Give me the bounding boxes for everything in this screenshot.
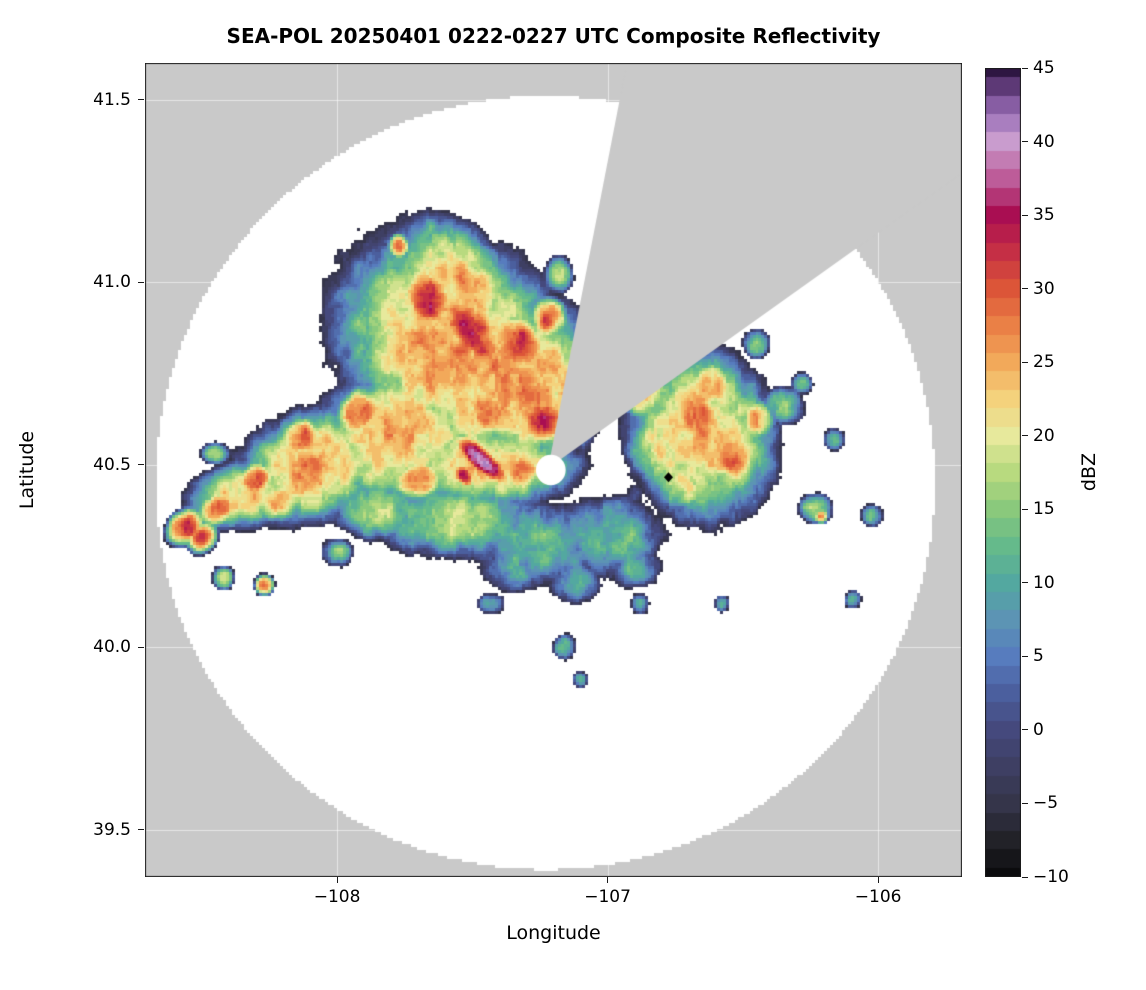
colorbar-tick <box>1022 655 1028 657</box>
x-axis-tick <box>877 877 879 883</box>
y-axis-tick <box>138 646 144 648</box>
colorbar-tick-label: −5 <box>1033 793 1059 814</box>
colorbar-tick-label: 20 <box>1033 425 1055 446</box>
colorbar-tick <box>1022 67 1028 69</box>
y-axis-tick <box>138 829 144 831</box>
colorbar-tick-label: 5 <box>1033 646 1044 667</box>
x-tick-label: −107 <box>584 887 631 907</box>
y-tick-label: 39.5 <box>93 819 131 840</box>
colorbar-tick-label: 15 <box>1033 499 1055 520</box>
chart-title: SEA-POL 20250401 0222-0227 UTC Composite… <box>226 24 881 48</box>
radar-reflectivity-plot <box>145 63 962 877</box>
y-tick-label: 41.5 <box>93 89 131 110</box>
colorbar-gradient <box>985 68 1021 877</box>
colorbar-tick-label: 35 <box>1033 205 1055 226</box>
x-axis-tick <box>607 877 609 883</box>
y-tick-label: 41.0 <box>93 272 131 292</box>
colorbar-tick <box>1022 729 1028 731</box>
colorbar-tick <box>1022 802 1028 804</box>
colorbar-tick <box>1022 214 1028 216</box>
colorbar-tick <box>1022 876 1028 878</box>
colorbar-tick-label: 40 <box>1033 131 1055 152</box>
colorbar-label: dBZ <box>1078 452 1100 492</box>
y-axis-tick <box>138 281 144 283</box>
colorbar-tick-label: 30 <box>1033 278 1055 299</box>
colorbar-tick <box>1022 361 1028 363</box>
colorbar-tick <box>1022 435 1028 437</box>
colorbar-tick-label: 25 <box>1033 352 1055 373</box>
x-axis-tick <box>336 877 338 883</box>
y-tick-label: 40.0 <box>93 637 131 658</box>
colorbar-tick <box>1022 582 1028 584</box>
colorbar-tick <box>1022 288 1028 290</box>
colorbar-tick-label: −10 <box>1033 867 1069 887</box>
y-axis-tick <box>138 464 144 466</box>
colorbar-tick-label: 45 <box>1033 58 1055 78</box>
x-tick-label: −106 <box>854 887 902 907</box>
colorbar-tick <box>1022 141 1028 143</box>
x-axis-label: Longitude <box>506 922 601 944</box>
y-axis-tick <box>138 99 144 100</box>
colorbar-tick <box>1022 508 1028 510</box>
x-tick-label: −108 <box>313 887 361 907</box>
colorbar-tick-label: 10 <box>1033 572 1055 593</box>
y-tick-label: 40.5 <box>93 454 131 475</box>
colorbar-tick-label: 0 <box>1033 719 1044 740</box>
y-axis-label: Latitude <box>16 430 38 510</box>
